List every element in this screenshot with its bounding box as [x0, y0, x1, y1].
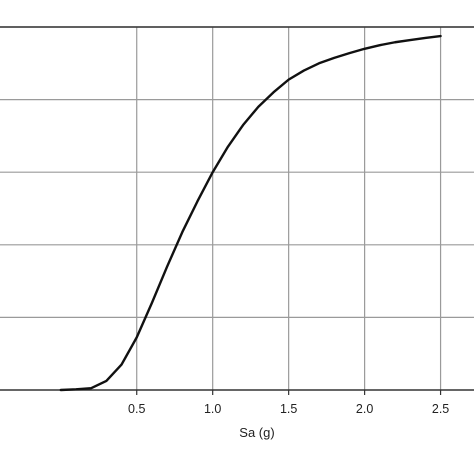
x-axis-title: Sa (g)	[239, 425, 274, 440]
x-tick-label-1: 1.0	[204, 402, 221, 416]
x-tick-label-0: 0.5	[128, 402, 145, 416]
x-tick-label-4: 2.5	[432, 402, 449, 416]
x-tick-labels: 0.5 1.0 1.5 2.0 2.5	[128, 390, 449, 416]
x-tick-label-3: 2.0	[356, 402, 373, 416]
x-tick-label-2: 1.5	[280, 402, 297, 416]
plot-frame	[0, 26, 474, 391]
grid-lines	[0, 26, 474, 390]
series-line-0	[59, 34, 442, 392]
series-group	[59, 34, 442, 392]
